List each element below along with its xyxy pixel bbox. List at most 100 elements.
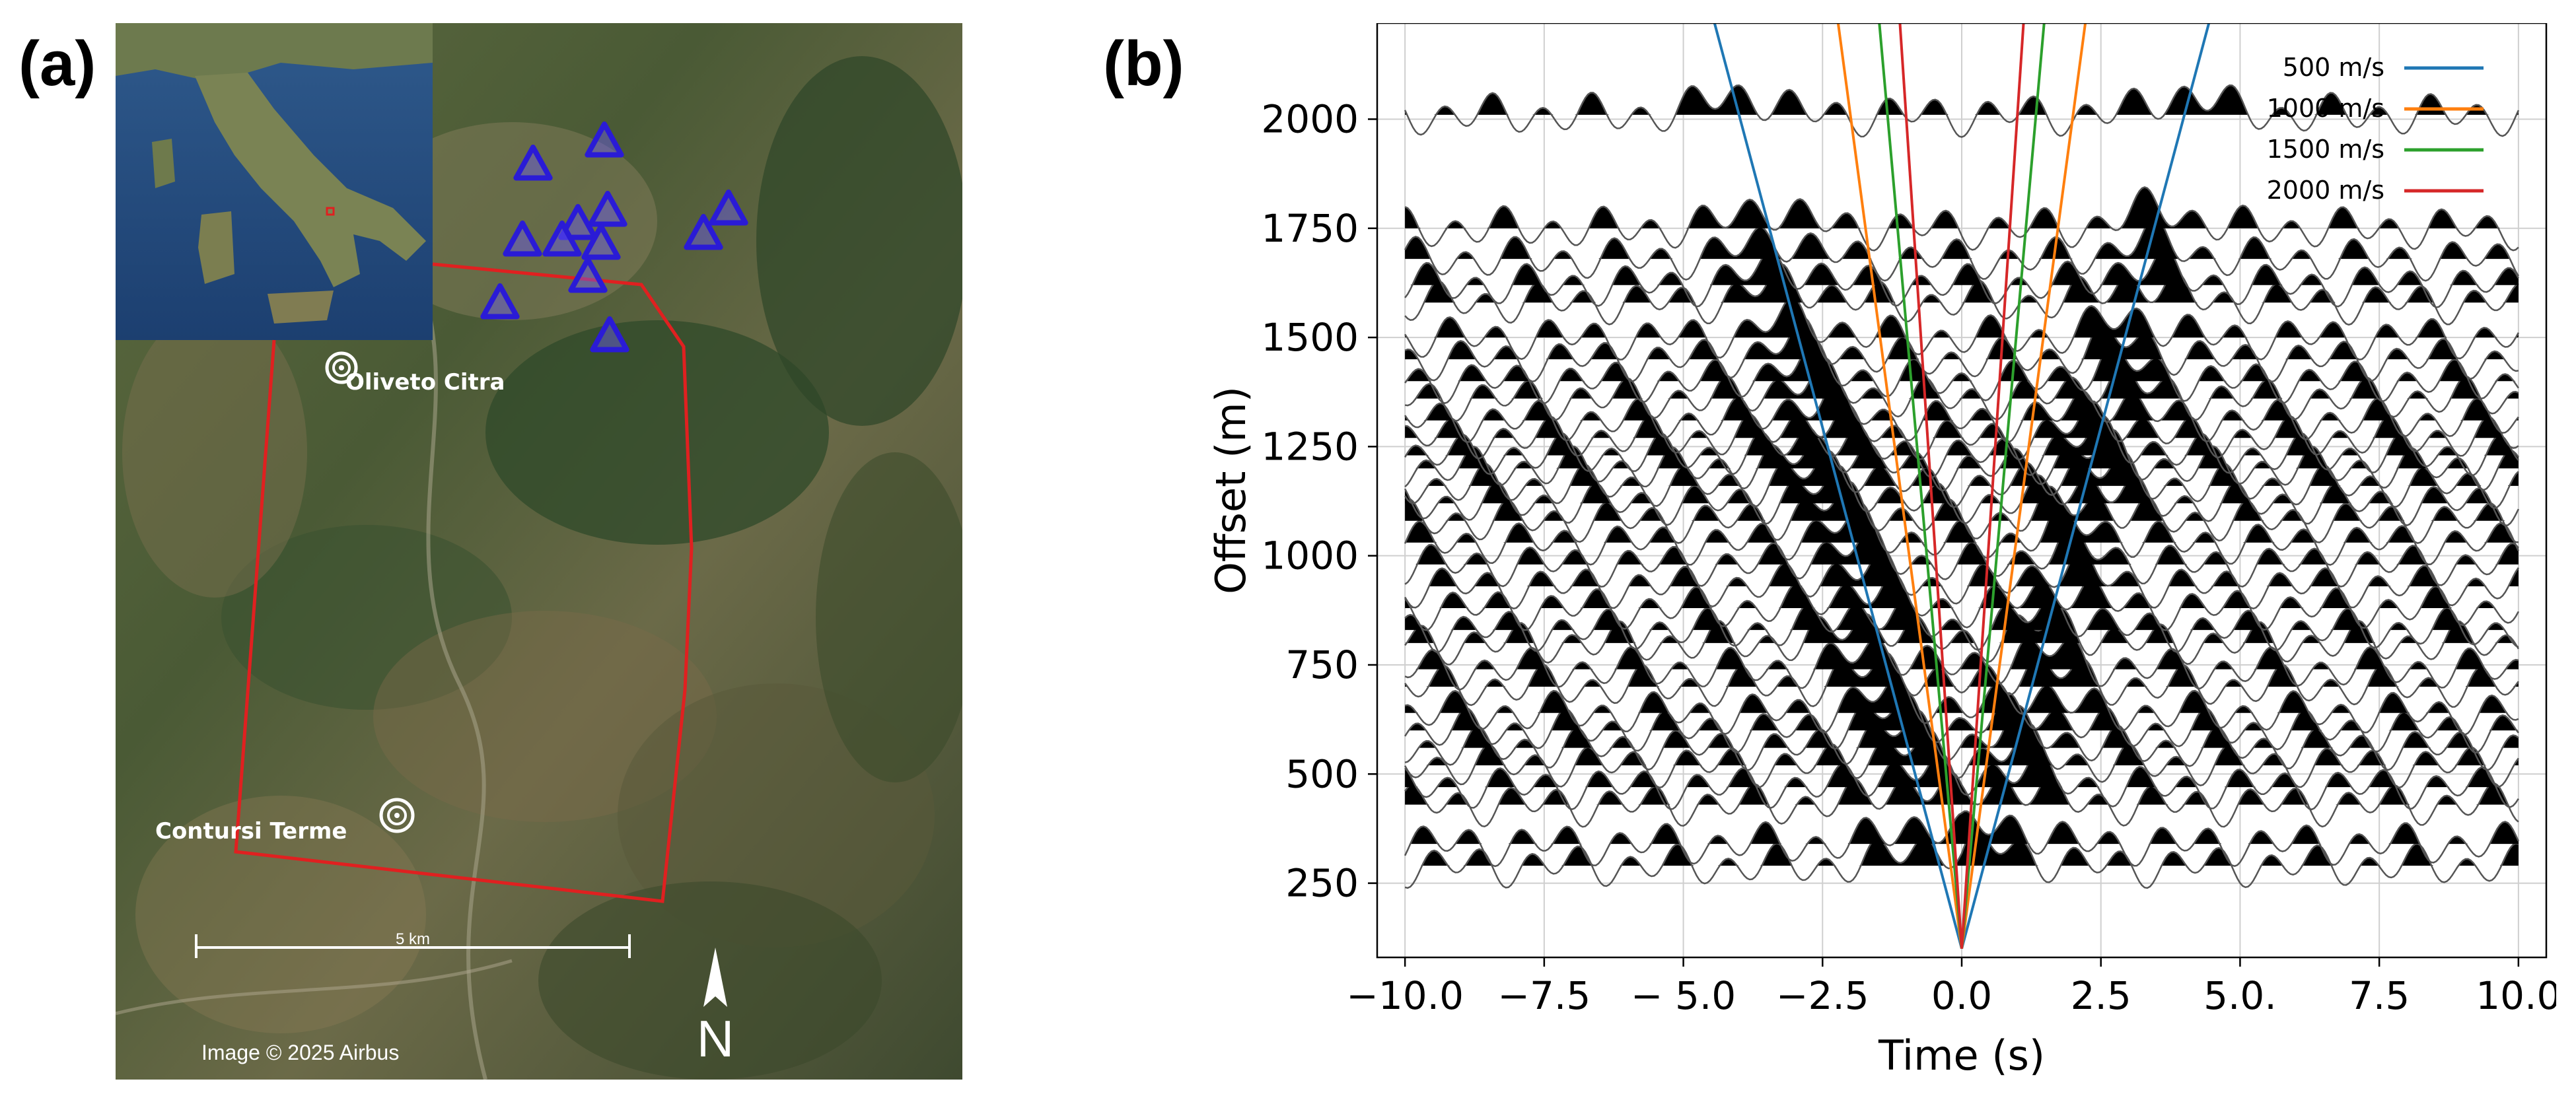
- inset-map-italy: [116, 23, 433, 340]
- legend-label: 1000 m/s: [2267, 94, 2384, 123]
- triangle-icon: [588, 191, 627, 227]
- trace-positive-fill: [1405, 85, 2519, 115]
- trace-wiggle: [1404, 215, 2519, 282]
- x-axis-ticks: −10.0 −7.5 − 5.0 −2.5 0.0 2.5 5.0. 7.5 10.0: [1346, 957, 2556, 1018]
- trace-wiggle: [1404, 450, 2519, 509]
- trace-positive-fill: [1405, 263, 2519, 303]
- trace-wiggle: [1404, 296, 2519, 361]
- trace-positive-fill: [1405, 723, 2519, 766]
- panel-b-label: (b): [1103, 28, 1184, 99]
- trace-positive-fill: [1405, 608, 2519, 643]
- y-tick-label: 250: [1285, 861, 1359, 906]
- trace-positive-fill: [1405, 637, 2519, 670]
- y-tick-label: 1000: [1261, 534, 1359, 578]
- north-label: N: [697, 1010, 734, 1068]
- x-tick-label: 5.0.: [2203, 973, 2277, 1018]
- triangle-icon: [503, 221, 542, 257]
- trace-wiggle: [1404, 522, 2519, 588]
- inset-location-marker: [326, 207, 335, 216]
- trace-wiggle: [1404, 481, 2519, 544]
- trace-wiggle: [1404, 675, 2519, 736]
- moveout-curve-left: [1878, 23, 1963, 949]
- image-credit: Image © 2025 Airbus: [201, 1041, 399, 1064]
- triangle-icon: [513, 145, 553, 181]
- trace-positive-fill: [1405, 429, 2519, 469]
- legend-label: 2000 m/s: [2267, 176, 2384, 205]
- x-tick-label: 0.0: [1931, 973, 1992, 1018]
- trace-wiggle: [1404, 84, 2520, 138]
- moveout-curve-right: [1960, 23, 2087, 949]
- trace-positive-fill: [1405, 548, 2519, 586]
- x-axis-title: Time (s): [1878, 1031, 2045, 1080]
- trace-wiggle: [1404, 572, 2519, 631]
- y-tick-label: 1500: [1261, 315, 1359, 360]
- trace-positive-fill: [1405, 522, 2519, 565]
- trace-positive-fill: [1405, 811, 2519, 844]
- trace-wiggle: [1404, 705, 2519, 771]
- trace-wiggle: [1404, 652, 2519, 708]
- y-tick-label: 1250: [1261, 424, 1359, 469]
- triangle-icon: [542, 221, 582, 257]
- trace-wiggle: [1404, 692, 2519, 754]
- trace-positive-fill: [1405, 573, 2519, 608]
- legend: 500 m/s 1000 m/s 1500 m/s 2000 m/s: [2267, 53, 2484, 205]
- study-area-outline: [234, 262, 694, 903]
- x-tick-label: −7.5: [1497, 973, 1591, 1018]
- trace-positive-fill: [1405, 187, 2519, 228]
- legend-label: 1500 m/s: [2267, 135, 2384, 164]
- trace-wiggle: [1404, 400, 2519, 461]
- north-arrow-icon: N: [697, 947, 734, 1068]
- moveout-curve-left: [1836, 23, 1963, 949]
- scale-bar: 5 km: [195, 930, 631, 958]
- trace-positive-fill: [1405, 481, 2519, 521]
- trace-positive-fill: [1405, 415, 2519, 456]
- y-tick-label: 750: [1285, 642, 1359, 687]
- trace-positive-fill: [1405, 772, 2519, 805]
- trace-positive-fill: [1405, 676, 2519, 713]
- trace-wiggle: [1404, 810, 2520, 868]
- moveout-curve-left: [1898, 23, 1963, 949]
- legend-label: 500 m/s: [2283, 53, 2384, 82]
- town-label-oliveto: Oliveto Citra: [345, 369, 505, 396]
- terrain-texture: [116, 56, 962, 1080]
- trace-positive-fill: [1405, 693, 2519, 731]
- trace-wiggle: [1404, 749, 2519, 811]
- x-tick-label: −2.5: [1776, 973, 1869, 1018]
- y-axis-title: Offset (m): [1207, 386, 1255, 594]
- trace-positive-fill: [1405, 750, 2519, 788]
- trace-wiggle: [1404, 771, 2519, 828]
- trace-wiggle: [1404, 186, 2519, 252]
- trace-positive-fill: [1405, 465, 2519, 504]
- x-tick-label: 2.5: [2071, 973, 2131, 1018]
- moveout-curve-right: [1960, 23, 2046, 949]
- triangle-icon: [684, 214, 723, 250]
- triangle-icon: [585, 121, 624, 158]
- trace-wiggle: [1404, 607, 2519, 666]
- trace-positive-fill: [1405, 339, 2519, 382]
- target-icon: [325, 351, 358, 384]
- y-tick-label: 2000: [1261, 96, 1359, 141]
- triangle-icon: [581, 224, 621, 260]
- triangle-icon: [480, 283, 520, 320]
- trace-wiggle: [1404, 414, 2519, 479]
- triangle-icon: [590, 316, 629, 353]
- y-tick-label: 500: [1285, 751, 1359, 796]
- moveout-curve-right: [1960, 23, 2211, 949]
- seismic-stations: [480, 121, 748, 353]
- trace-wiggle: [1404, 338, 2519, 405]
- trace-positive-fill: [1405, 596, 2519, 631]
- x-tick-label: − 5.0: [1631, 973, 1736, 1018]
- trace-wiggle: [1404, 357, 2519, 422]
- y-tick-label: 1750: [1261, 206, 1359, 251]
- trace-wiggle: [1404, 722, 2519, 789]
- scale-bar-label: 5 km: [396, 930, 430, 948]
- trace-wiggle: [1404, 246, 2519, 308]
- town-label-contursi: Contursi Terme: [155, 818, 347, 844]
- trace-wiggle: [1404, 595, 2519, 654]
- moveout-curve-left: [1713, 23, 1963, 949]
- triangle-icon: [568, 257, 608, 293]
- triangle-icon: [558, 204, 598, 240]
- trace-wiggle: [1404, 429, 2519, 492]
- moveout-curve-right: [1960, 23, 2025, 949]
